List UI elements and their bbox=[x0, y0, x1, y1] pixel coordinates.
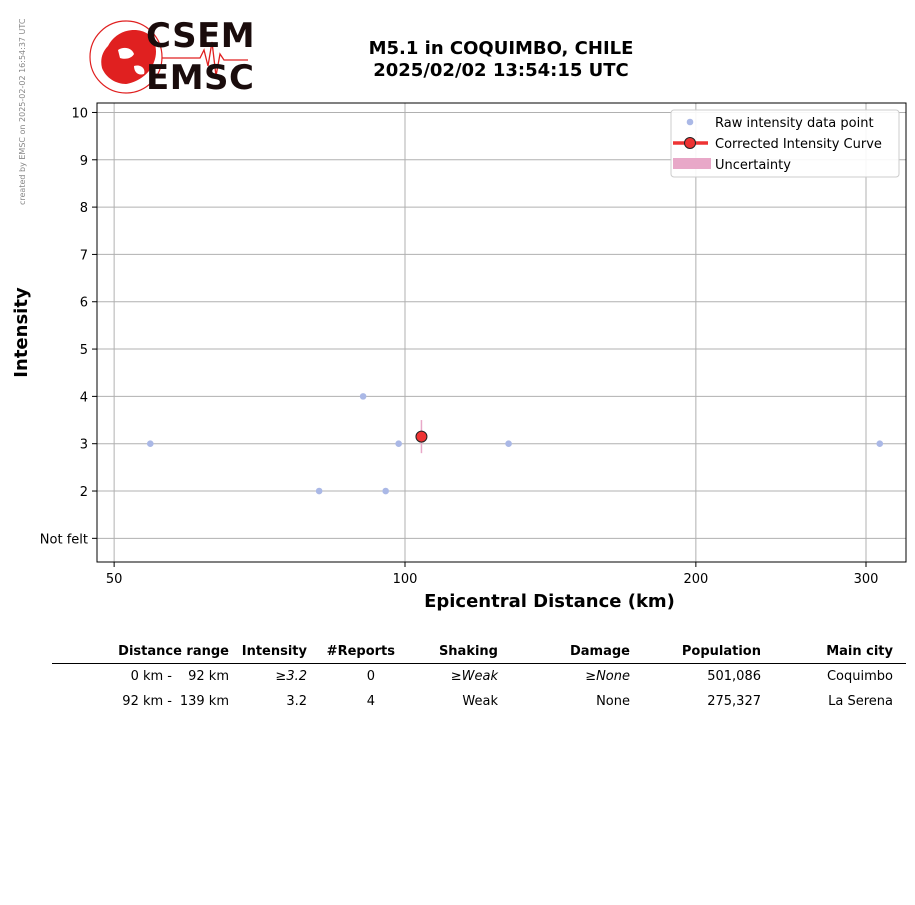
x-axis-label: Epicentral Distance (km) bbox=[424, 591, 675, 612]
table-cell-range-from: 0 km - bbox=[130, 669, 172, 684]
legend-entry: Raw intensity data point bbox=[715, 116, 874, 131]
legend-entry: Uncertainty bbox=[715, 158, 791, 173]
y-tick-label: 4 bbox=[80, 390, 88, 405]
table-cell-damage: None bbox=[596, 694, 630, 709]
table-cell-intensity: ≥3.2 bbox=[275, 669, 307, 684]
y-tick-label: 2 bbox=[80, 485, 88, 500]
raw-data-point bbox=[382, 487, 389, 495]
globe-logo-icon bbox=[89, 20, 248, 94]
table-cell-range-to: 139 km bbox=[179, 694, 229, 709]
raw-data-point bbox=[876, 440, 884, 448]
y-tick-label: 6 bbox=[80, 296, 88, 311]
table-cell-city: Coquimbo bbox=[826, 669, 893, 684]
table-header: Population bbox=[681, 644, 761, 659]
legend-box bbox=[670, 109, 900, 178]
legend-raw-marker bbox=[686, 118, 694, 126]
x-tick-label: 200 bbox=[683, 572, 708, 587]
raw-data-point bbox=[146, 440, 154, 448]
table-header-rule bbox=[52, 663, 906, 664]
y-tick-label: 9 bbox=[80, 154, 88, 169]
y-tick-label: 8 bbox=[80, 201, 88, 216]
table-cell-shaking: ≥Weak bbox=[450, 669, 498, 684]
table-header: Damage bbox=[569, 644, 630, 659]
raw-data-point bbox=[395, 440, 402, 448]
intensity-chart: 50 100 200 300 Not felt 2 3 4 5 6 7 8 9 10 Epicentral … bbox=[11, 102, 907, 612]
legend-entry: Corrected Intensity Curve bbox=[715, 137, 882, 152]
table-cell-population: 275,327 bbox=[707, 694, 761, 709]
table-header: #Reports bbox=[326, 644, 395, 659]
table-cell-reports: 4 bbox=[366, 694, 375, 709]
raw-data-point bbox=[505, 440, 512, 448]
table-cell-damage: ≥None bbox=[585, 669, 630, 684]
y-tick-label: 3 bbox=[80, 438, 88, 453]
table-cell-range-from: 92 km - bbox=[122, 694, 172, 709]
chart-subtitle: 2025/02/02 13:54:15 UTC bbox=[373, 60, 629, 81]
table-header: Intensity bbox=[241, 644, 307, 659]
table-cell-city: La Serena bbox=[828, 694, 893, 709]
plot-frame bbox=[96, 102, 907, 563]
legend-curve-marker bbox=[684, 137, 696, 149]
x-tick-label: 50 bbox=[106, 572, 123, 587]
table-cell-range-to: 92 km bbox=[188, 669, 229, 684]
x-tick-label: 100 bbox=[393, 572, 418, 587]
table-cell-reports: 0 bbox=[366, 669, 375, 684]
y-tick-label: 7 bbox=[80, 248, 88, 263]
logo-text-csem: CSEM bbox=[146, 16, 256, 56]
corrected-intensity-point bbox=[415, 430, 428, 443]
x-tick-label: 300 bbox=[854, 572, 879, 587]
y-tick-label: 10 bbox=[71, 106, 88, 121]
y-tick-label: Not felt bbox=[40, 532, 88, 547]
emsc-logo: CSEM EMSC bbox=[88, 16, 258, 100]
table-header: Main city bbox=[826, 644, 893, 659]
y-tick-label: 5 bbox=[80, 343, 88, 358]
raw-data-point bbox=[315, 487, 323, 495]
legend-uncertainty-swatch bbox=[673, 158, 711, 169]
table-cell-population: 501,086 bbox=[707, 669, 761, 684]
y-axis-label: Intensity bbox=[11, 287, 32, 378]
raw-data-point bbox=[359, 393, 367, 400]
logo-text-emsc: EMSC bbox=[146, 58, 255, 98]
table-cell-shaking: Weak bbox=[462, 694, 498, 709]
table-header: Shaking bbox=[438, 644, 498, 659]
chart-title: M5.1 in COQUIMBO, CHILE bbox=[368, 38, 634, 59]
table-cell-intensity: 3.2 bbox=[286, 694, 307, 709]
table-header: Distance range bbox=[118, 644, 229, 659]
